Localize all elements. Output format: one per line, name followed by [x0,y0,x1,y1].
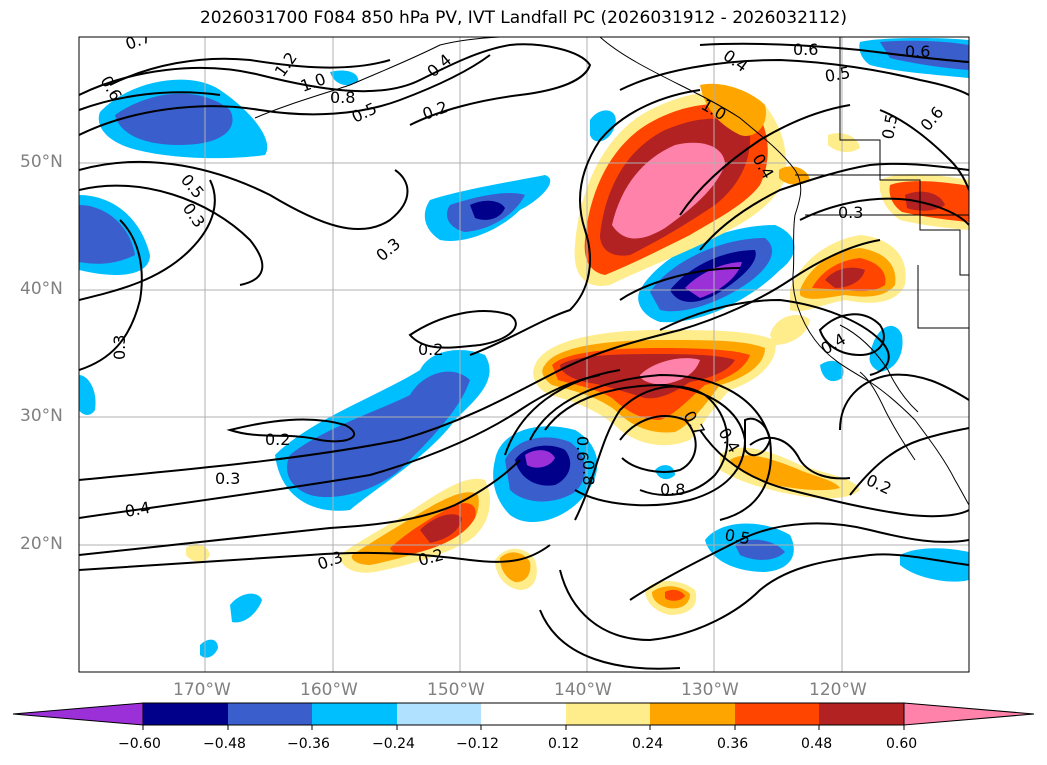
colorbar-bin [566,703,650,725]
map-frame [78,36,970,673]
coastlines [254,37,969,506]
contour-label: 0.4 [123,498,151,521]
colorbar-tick-label: 0.24 [632,736,664,752]
pv-contours [79,42,969,670]
map-plot-area: 0.7 0.6 1.2 1.0 0.8 0.5 0.4 0.2 0.6 0.5 … [79,37,969,672]
colorbar-tick-label: 0.48 [801,736,833,752]
negative-anomaly-fills [79,37,969,658]
colorbar-tick-label: −0.24 [372,736,415,752]
colorbar-tick-label: −0.48 [203,736,246,752]
lat-label-40n: 40°N [20,279,63,299]
colorbar-high-extension [903,702,1035,726]
colorbar-bin [735,703,819,725]
contour-label: 0.6 [573,436,592,461]
contour-label: 0.3 [215,469,240,488]
colorbar-tick-label: 0.36 [717,736,749,752]
colorbar-tick-label: −0.12 [456,736,499,752]
positive-anomaly-fills [186,83,969,615]
colorbar-bin [312,703,397,725]
contour-label: 0.2 [418,340,443,359]
colorbar-tick-label: 0.60 [886,736,918,752]
contour-label: 0.5 [878,112,901,140]
graticule [79,37,969,672]
colorbar-bin [481,703,566,725]
lon-label-150w: 150°W [427,680,485,700]
lon-label-130w: 130°W [681,680,739,700]
colorbar-bin [228,703,312,725]
contour-label: 0.6 [905,42,930,61]
colorbar-bin [397,703,481,725]
contour-label: 0.5 [723,525,751,548]
colorbar-low-extension [12,702,144,726]
colorbar-bin [143,703,228,725]
lon-label-160w: 160°W [300,680,358,700]
colorbar-bin [819,703,904,725]
lat-label-20n: 20°N [20,534,63,554]
contour-label: 0.3 [838,203,863,222]
contour-label: 0.5 [823,63,851,86]
lat-label-50n: 50°N [20,152,63,172]
lat-label-30n: 30°N [20,406,63,426]
map-title: 2026031700 F084 850 hPa PV, IVT Landfall… [199,8,847,28]
contour-label: 0.8 [660,480,685,499]
lon-label-170w: 170°W [173,680,231,700]
contour-label: 0.8 [579,460,598,485]
colorbar [12,702,1035,730]
lon-label-140w: 140°W [554,680,612,700]
contour-label: 0.2 [265,430,290,449]
colorbar-tick-label: −0.60 [118,736,161,752]
contour-label: 0.8 [330,88,355,107]
colorbar-bin [650,703,735,725]
colorbar-tick-label: 0.12 [548,736,580,752]
contour-label: 0.6 [793,40,818,59]
contour-label: 0.3 [110,335,129,360]
lon-label-120w: 120°W [809,680,867,700]
colorbar-tick-label: −0.36 [287,736,330,752]
